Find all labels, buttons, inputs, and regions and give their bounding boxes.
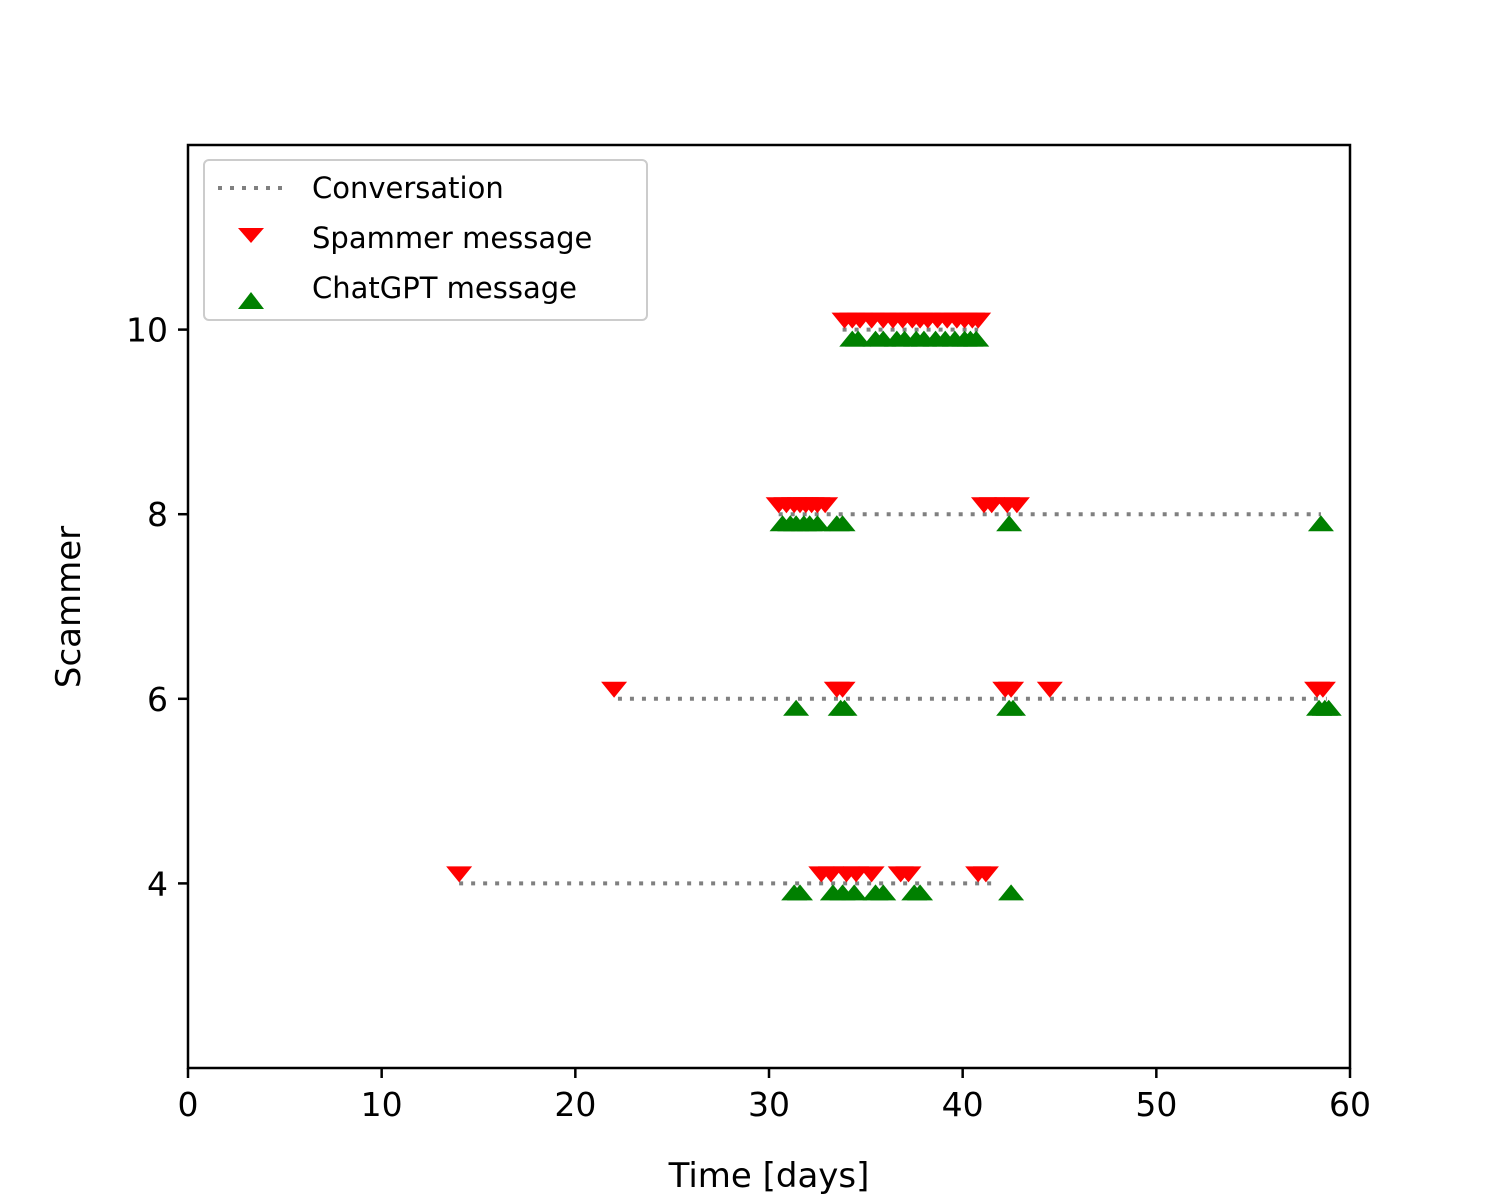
x-tick-label: 20 <box>554 1085 596 1124</box>
chatgpt-message-marker <box>786 884 813 901</box>
spammer-message-marker <box>858 866 885 883</box>
chatgpt-message-marker <box>998 884 1025 901</box>
spammer-message-marker <box>812 497 839 514</box>
legend-spammer-swatch <box>238 228 264 243</box>
y-tick-label: 4 <box>147 864 168 903</box>
x-axis-ticks: 0 10 20 30 40 50 60 <box>178 1068 1371 1124</box>
x-tick-label: 40 <box>942 1085 984 1124</box>
chatgpt-message-marker <box>963 330 990 347</box>
spammer-message-marker <box>1036 681 1063 698</box>
y-axis-label: Scammer <box>49 526 89 688</box>
legend-conversation-label: Conversation <box>312 171 504 205</box>
y-tick-label: 10 <box>126 311 168 350</box>
chatgpt-message-marker <box>1000 699 1027 716</box>
legend-chatgpt-label: ChatGPT message <box>312 271 577 305</box>
chatgpt-message-marker <box>783 699 810 716</box>
spammer-message-marker <box>446 866 473 883</box>
x-tick-label: 50 <box>1135 1085 1177 1124</box>
spammer-message-marker <box>972 866 999 883</box>
spammer-message-marker <box>601 681 628 698</box>
chatgpt-message-marker <box>1315 699 1342 716</box>
spammer-message-marker <box>1309 681 1336 698</box>
legend-box <box>203 159 648 321</box>
chatgpt-message-marker <box>870 884 897 901</box>
chatgpt-message-marker <box>841 884 868 901</box>
conversation-lines <box>459 327 1327 886</box>
y-axis-ticks: 4 6 8 10 <box>126 311 188 903</box>
x-axis-label: Time [days] <box>668 1156 870 1196</box>
x-tick-label: 10 <box>361 1085 403 1124</box>
spammer-message-marker <box>895 866 922 883</box>
message-markers <box>446 312 1342 901</box>
legend-chatgpt-swatch <box>238 292 264 309</box>
chatgpt-message-marker <box>996 515 1023 532</box>
chatgpt-message-marker <box>845 330 872 347</box>
y-tick-label: 6 <box>147 680 168 719</box>
spammer-message-marker <box>965 312 992 329</box>
x-tick-label: 30 <box>748 1085 790 1124</box>
spammer-message-marker <box>998 681 1025 698</box>
legend: Conversation Spammer message ChatGPT mes… <box>203 159 648 321</box>
spammer-message-marker <box>829 681 856 698</box>
chatgpt-message-marker <box>907 884 934 901</box>
y-tick-label: 8 <box>147 495 168 534</box>
legend-spammer-label: Spammer message <box>312 221 592 255</box>
chatgpt-message-marker <box>829 515 856 532</box>
x-tick-label: 60 <box>1329 1085 1371 1124</box>
chatgpt-message-marker <box>831 699 858 716</box>
x-tick-label: 0 <box>178 1085 199 1124</box>
chatgpt-message-marker <box>804 515 831 532</box>
spammer-message-marker <box>1003 497 1030 514</box>
chatgpt-message-marker <box>1307 515 1334 532</box>
